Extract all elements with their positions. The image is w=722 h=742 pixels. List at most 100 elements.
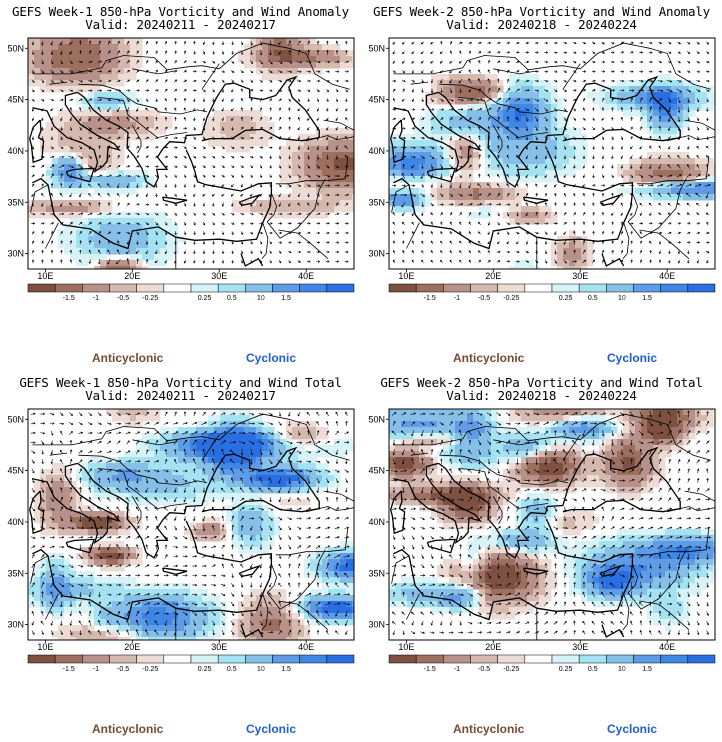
wind-arrow [192, 60, 197, 64]
wind-arrow [467, 487, 473, 493]
wind-arrow [600, 601, 605, 607]
wind-arrow [486, 412, 492, 416]
wind-arrow [193, 202, 196, 207]
colorbar-bin [415, 654, 444, 664]
wind-arrow [126, 79, 131, 83]
wind-arrow [250, 240, 253, 245]
wind-arrow [411, 41, 415, 45]
wind-arrow [78, 565, 84, 568]
wind-arrow [610, 458, 615, 465]
wind-arrow [391, 621, 396, 625]
wind-arrow [60, 117, 63, 122]
wind-arrow [573, 192, 576, 197]
wind-arrow [487, 535, 491, 540]
wind-arrow [136, 544, 139, 550]
wind-arrow [31, 582, 35, 588]
wind-arrow [401, 108, 406, 111]
wind-arrow [87, 574, 93, 577]
wind-arrow [221, 448, 225, 455]
wind-arrow [620, 620, 624, 625]
wind-arrow [611, 202, 614, 207]
country-border [410, 81, 429, 85]
colorbar-label: 0.5 [588, 666, 598, 673]
wind-arrow [288, 600, 291, 607]
wind-arrow [78, 450, 83, 454]
wind-arrow [601, 240, 605, 245]
wind-arrow [544, 430, 549, 435]
wind-arrow [402, 458, 405, 465]
wind-arrow [335, 260, 340, 263]
wind-arrow [476, 516, 483, 521]
colorbar-bin [163, 283, 192, 293]
wind-arrow [611, 164, 614, 169]
wind-arrow [126, 629, 130, 636]
wind-arrow [211, 165, 216, 168]
wind-arrow [210, 421, 217, 426]
wind-arrow [31, 50, 35, 56]
wind-arrow [325, 507, 330, 511]
colorbar-bin [190, 654, 219, 664]
wind-arrow [326, 40, 329, 45]
wind-arrow [440, 563, 443, 569]
wind-arrow [553, 468, 559, 473]
wind-arrow [345, 449, 348, 455]
wind-arrow [477, 572, 482, 579]
wind-arrow [134, 593, 141, 596]
wind-arrow [630, 145, 633, 150]
wind-arrow [696, 79, 701, 83]
wind-arrow [687, 106, 690, 113]
wind-arrow [277, 60, 283, 64]
wind-arrow [458, 631, 464, 634]
wind-arrow [69, 449, 73, 455]
wind-arrow [486, 107, 492, 112]
wind-arrow [212, 107, 215, 112]
wind-arrow [554, 164, 557, 169]
wind-arrow [193, 629, 196, 636]
wind-arrow [306, 250, 311, 254]
wind-arrow [610, 51, 615, 54]
wind-arrow [497, 506, 501, 512]
wind-arrow [592, 581, 595, 589]
wind-arrow [506, 60, 511, 64]
wind-arrow [325, 260, 330, 263]
wind-arrow [402, 591, 405, 597]
wind-arrow [335, 231, 340, 235]
colorbar-bin [470, 283, 498, 293]
wind-arrow [221, 477, 225, 484]
wind-arrow [591, 60, 596, 64]
wind-arrow [193, 50, 196, 55]
wind-arrow [325, 250, 330, 254]
wind-arrow [430, 70, 434, 74]
wind-arrow [41, 145, 44, 150]
wind-arrow [706, 155, 709, 159]
wind-arrow [457, 412, 464, 416]
wind-arrow [582, 439, 586, 446]
country-border [132, 439, 176, 446]
wind-arrow [126, 165, 131, 168]
wind-arrow [496, 450, 501, 454]
wind-arrow [449, 88, 453, 94]
wind-arrow [487, 87, 491, 93]
wind-arrow [164, 240, 168, 245]
wind-arrow [515, 621, 521, 625]
wind-arrow [497, 87, 501, 93]
wind-arrow [391, 574, 397, 577]
wind-arrow [145, 98, 149, 103]
wind-arrow [287, 250, 292, 254]
wind-arrow [573, 554, 576, 559]
wind-arrow [125, 564, 132, 568]
wind-arrow [497, 486, 500, 493]
wind-arrow [183, 116, 187, 121]
wind-arrow [535, 516, 538, 522]
wind-arrow [41, 183, 44, 188]
wind-arrow [40, 536, 46, 539]
wind-arrow [116, 477, 121, 483]
wind-arrow [400, 498, 407, 501]
wind-arrow [430, 535, 434, 540]
wind-arrow [629, 449, 634, 455]
wind-arrow [68, 165, 74, 169]
wind-arrow [316, 496, 320, 502]
colorbar-bin [272, 283, 300, 293]
wind-arrow [686, 517, 692, 520]
wind-arrow [107, 602, 112, 606]
